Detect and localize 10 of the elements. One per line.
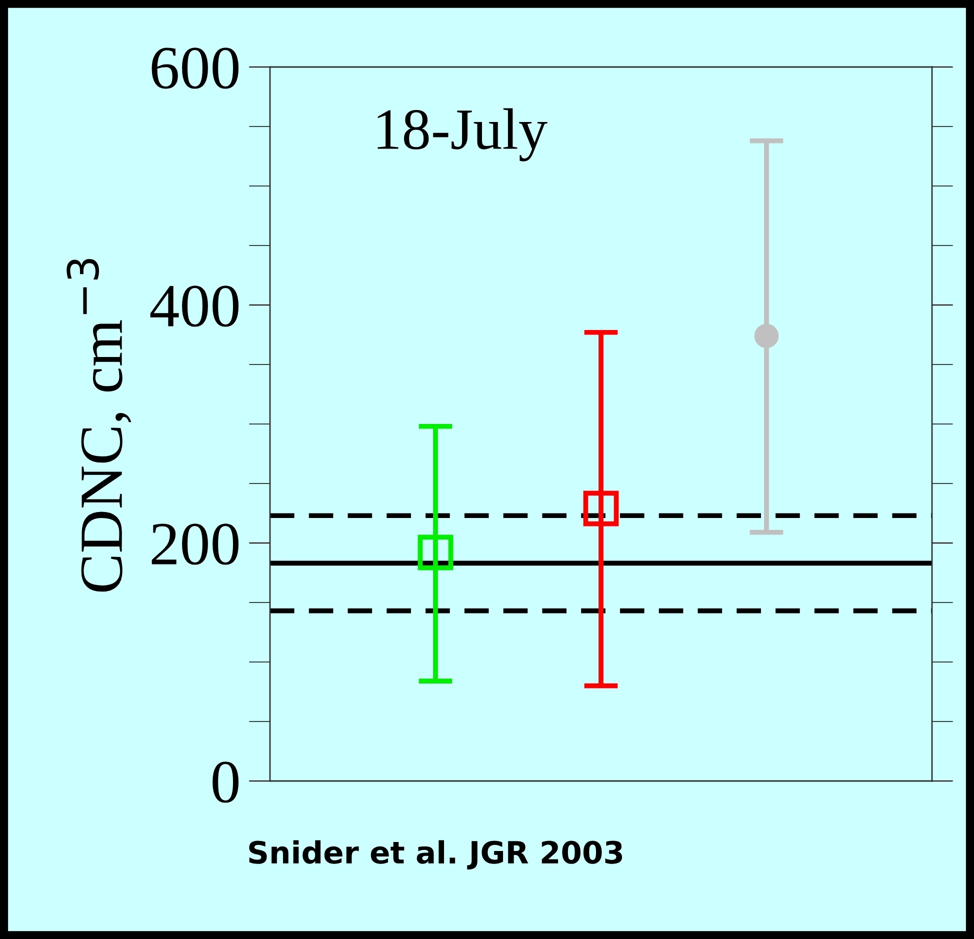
y-tick-label: 400 (150, 286, 239, 327)
text: Snider et al. JGR 2003 (249, 840, 622, 870)
y-tick-label: 0 (212, 762, 239, 803)
point (754, 324, 779, 348)
y-axis-title: CDNC, cm$^{−3}$ (66, 258, 132, 592)
point (418, 534, 454, 570)
y-tick-label: 600 (152, 48, 239, 89)
annotation: 18-July (378, 108, 548, 162)
point (583, 490, 619, 526)
y-tick-label: 200 (152, 524, 239, 565)
